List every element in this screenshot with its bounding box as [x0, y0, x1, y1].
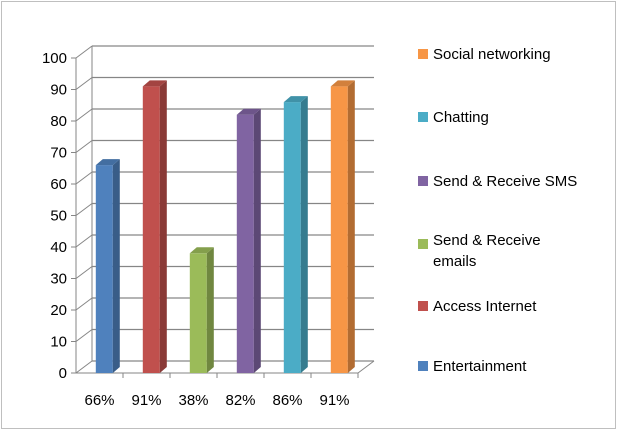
x-tick-label: 91% [319, 392, 349, 409]
bar-side [300, 96, 308, 373]
y-tick-label: 30 [50, 271, 67, 288]
y-tick-label: 10 [50, 334, 67, 351]
x-tick-label: 86% [272, 392, 302, 409]
bar [236, 108, 261, 373]
y-tick-label: 60 [50, 176, 67, 193]
y-tick-label: 0 [59, 365, 67, 382]
gridline-slant [75, 45, 93, 59]
gridline-slant [75, 329, 93, 342]
x-tick-label: 82% [225, 392, 255, 409]
bar-front [189, 253, 207, 373]
bar [330, 80, 355, 373]
y-tick-label: 50 [50, 208, 67, 225]
bar-side [347, 80, 355, 373]
bar-side [206, 247, 214, 373]
legend-item: Send & Receive SMS [418, 173, 577, 190]
legend-label-cont: emails [433, 253, 476, 270]
floor-edge [357, 360, 375, 374]
gridline-slant [75, 77, 93, 90]
legend-swatch [418, 239, 428, 249]
legend-item: Chatting [418, 109, 489, 126]
bar-side [253, 108, 261, 373]
x-tick-label: 91% [131, 392, 161, 409]
labels: 0 10 20 30 40 50 60 70 80 90 100 66% 91% 38% 82% 86% 91% [42, 50, 350, 409]
x-tick-label: 66% [84, 392, 114, 409]
y-tick-label: 80 [50, 113, 67, 130]
legend-item: Social networking [418, 46, 551, 63]
bar-side [112, 159, 120, 373]
bars [95, 80, 355, 373]
y-tick-label: 100 [42, 50, 67, 67]
y-tick-label: 90 [50, 82, 67, 99]
legend-label: Send & Receive SMS [433, 173, 577, 190]
bar [283, 96, 308, 373]
gridlines [75, 45, 374, 374]
legend-swatch [418, 112, 428, 122]
bar-top [95, 159, 120, 166]
gridline-slant [75, 140, 93, 153]
legend-item: Entertainment [418, 358, 527, 375]
legend-swatch [418, 301, 428, 311]
bar-top [236, 108, 261, 115]
bar-front [236, 114, 254, 373]
legend-label: Access Internet [433, 298, 537, 315]
legend-item: Send & Receive emails [418, 232, 541, 270]
bar-front [330, 86, 348, 373]
legend-item: Access Internet [418, 298, 537, 315]
bar-front [142, 86, 160, 373]
legend-label: Social networking [433, 46, 551, 63]
bar-top [142, 80, 167, 87]
bar-top [330, 80, 355, 87]
legend-label: Entertainment [433, 358, 527, 375]
legend-swatch [418, 361, 428, 371]
bar-top [189, 247, 214, 254]
legend-swatch [418, 176, 428, 186]
y-tick-label: 40 [50, 239, 67, 256]
y-tick-label: 20 [50, 302, 67, 319]
x-tick-label: 38% [178, 392, 208, 409]
legend: Social networking Chatting Send & Receive … [418, 46, 577, 375]
axes [71, 46, 375, 378]
gridline-slant [75, 360, 93, 374]
bar [95, 159, 120, 373]
y-tick-label: 70 [50, 145, 67, 162]
gridline-slant [75, 108, 93, 122]
bar-front [283, 102, 301, 373]
gridline-slant [75, 203, 93, 216]
gridline-slant [75, 234, 93, 248]
bar-side [159, 80, 167, 373]
legend-label: Chatting [433, 109, 489, 126]
legend-label: Send & Receive [433, 232, 541, 249]
bar-front [95, 165, 113, 373]
gridline-slant [75, 297, 93, 311]
gridline-slant [75, 171, 93, 185]
bar-top [283, 96, 308, 103]
bar [189, 247, 214, 373]
gridline-slant [75, 266, 93, 279]
bar [142, 80, 167, 373]
legend-swatch [418, 49, 428, 59]
